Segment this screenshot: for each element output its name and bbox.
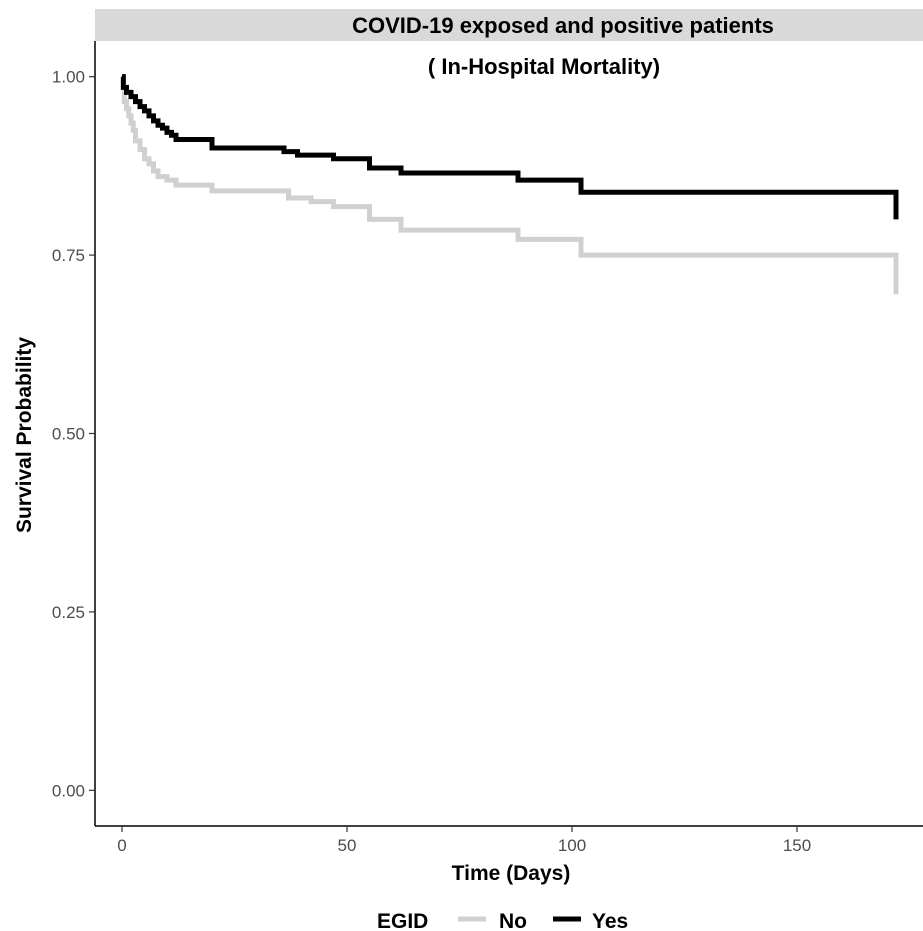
x-tick-label: 50 [338, 836, 357, 855]
y-axis-ticks: 0.00 0.25 0.50 0.75 1.00 [52, 68, 95, 800]
legend-label-no: No [499, 910, 527, 931]
y-tick-label: 0.00 [52, 781, 85, 800]
legend-label-yes: Yes [592, 910, 628, 931]
strip-background [95, 9, 923, 41]
chart-title: COVID-19 exposed and positive patients [352, 13, 774, 38]
chart-subtitle: ( In-Hospital Mortality) [428, 54, 660, 79]
x-axis-ticks: 0 50 100 150 [117, 826, 811, 855]
x-tick-label: 0 [117, 836, 126, 855]
x-tick-label: 100 [558, 836, 586, 855]
plot-series [120, 74, 899, 295]
y-tick-label: 1.00 [52, 68, 85, 87]
x-axis-title: Time (Days) [452, 862, 571, 885]
y-tick-label: 0.75 [52, 246, 85, 265]
y-tick-label: 0.25 [52, 603, 85, 622]
y-tick-label: 0.50 [52, 425, 85, 444]
legend: EGID No Yes [377, 910, 628, 931]
y-axis-title: Survival Probability [13, 337, 36, 533]
legend-title: EGID [377, 910, 428, 931]
series-line-yes [120, 74, 899, 220]
x-tick-label: 150 [783, 836, 811, 855]
series-line-no [121, 88, 899, 295]
